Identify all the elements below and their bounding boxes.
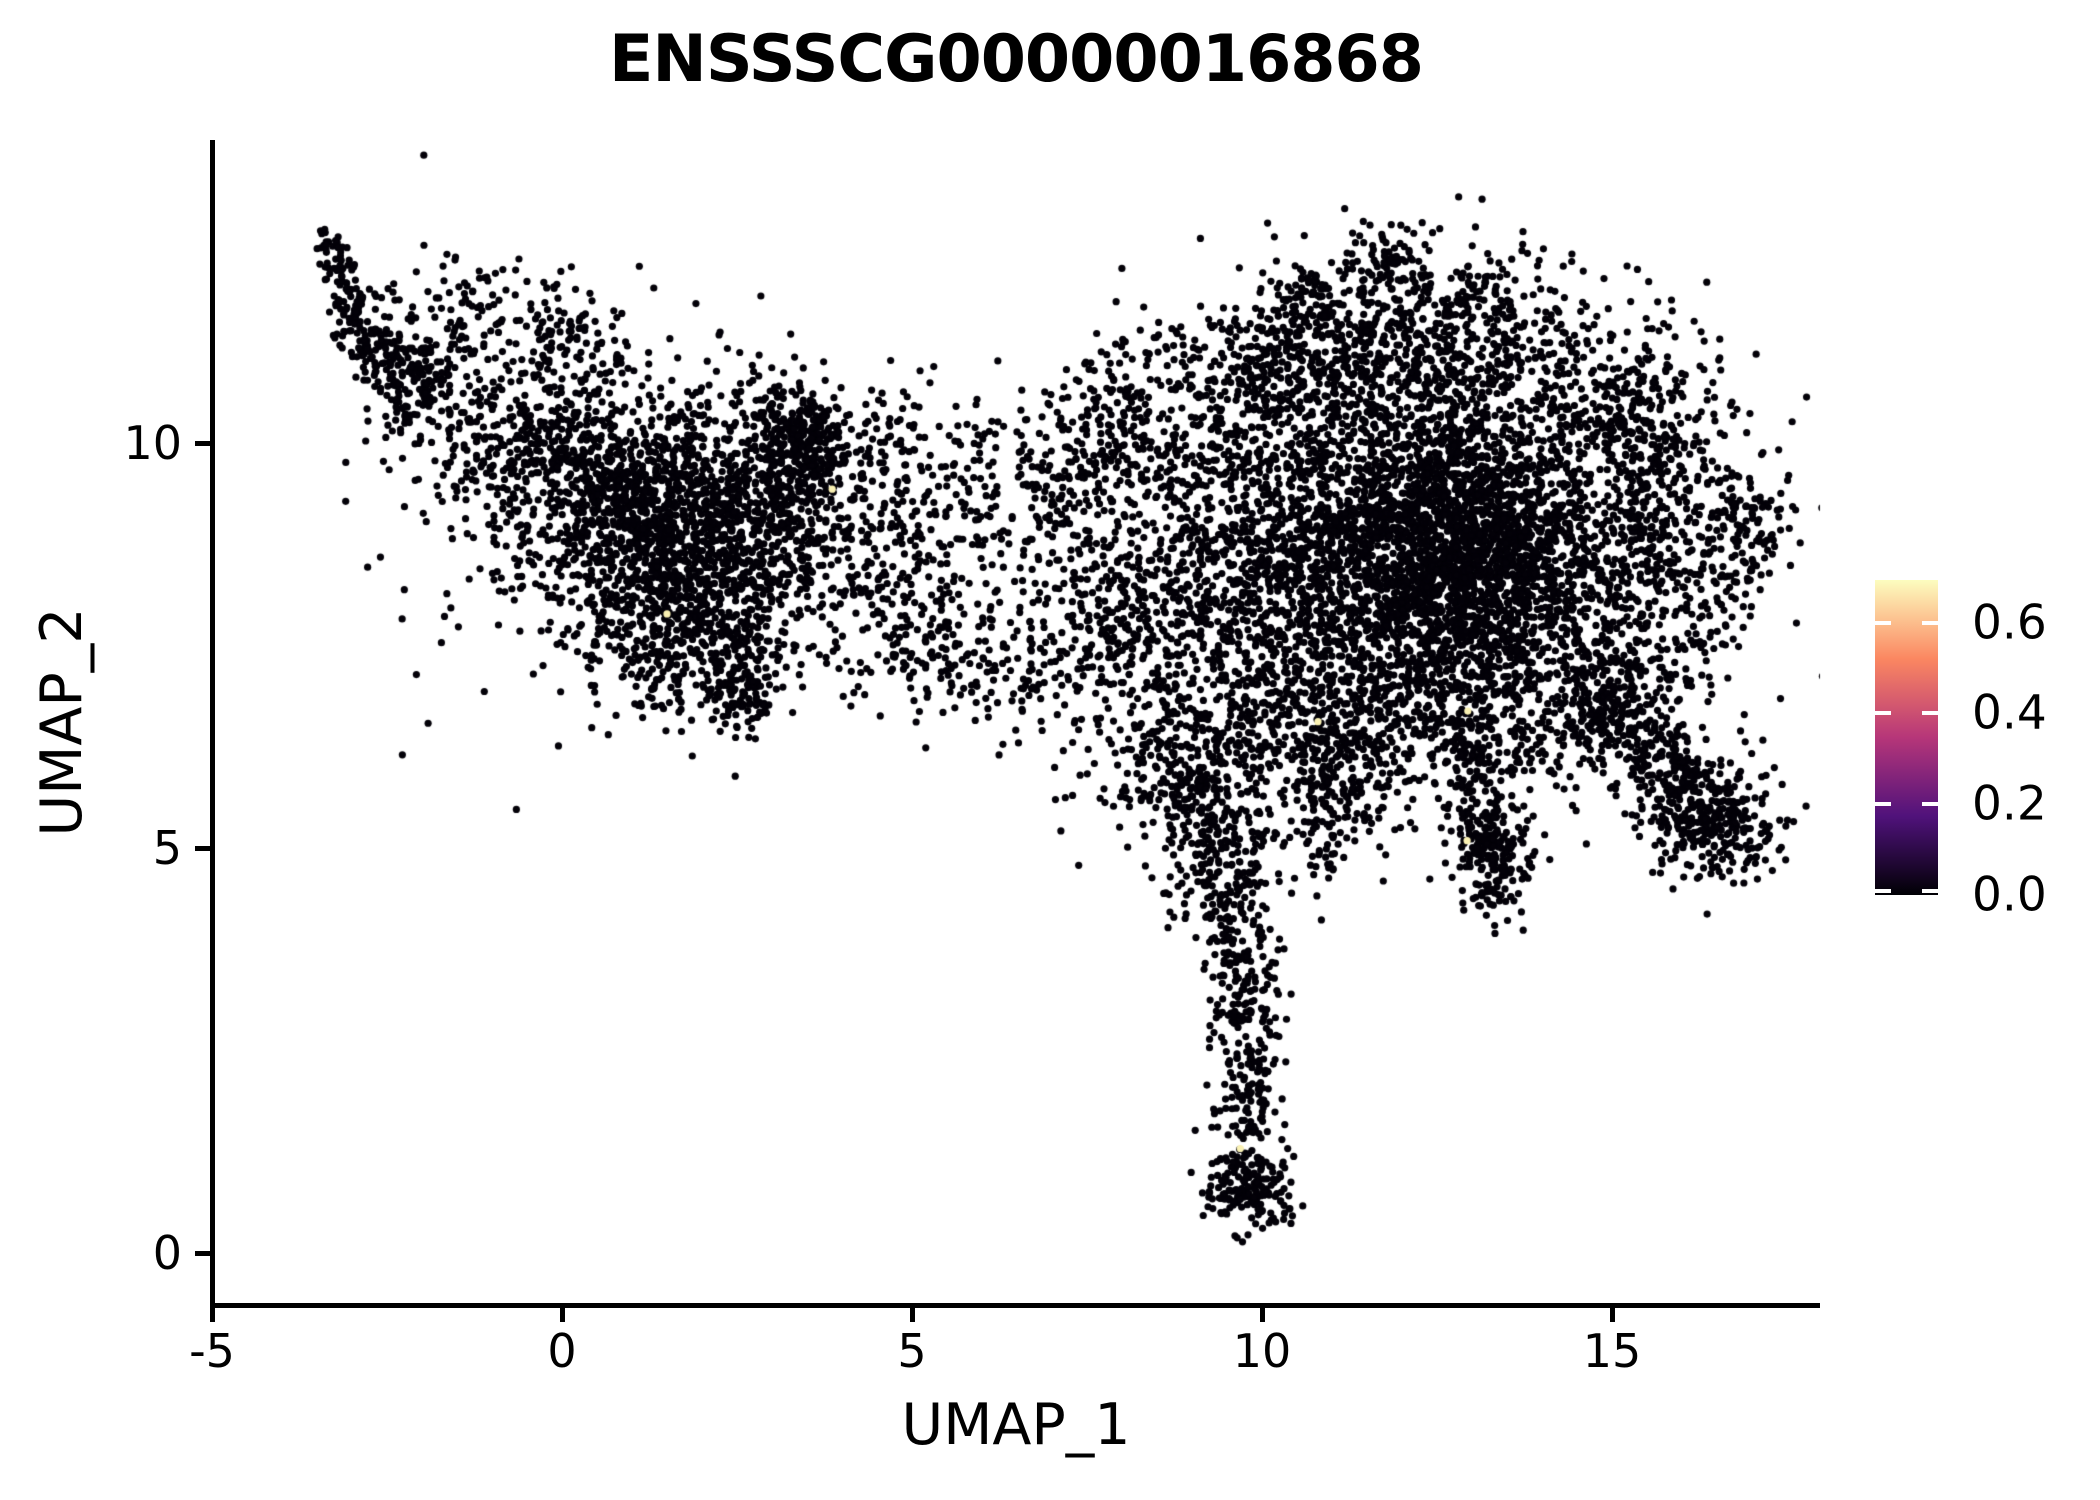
colorbar-notch: [1875, 711, 1891, 716]
colorbar-gradient: [1875, 580, 1938, 895]
x-tick-mark: [209, 1305, 215, 1322]
colorbar-notch: [1922, 802, 1938, 807]
colorbar-label: 0.0: [1972, 867, 2047, 923]
colorbar-label: 0.4: [1972, 685, 2047, 741]
x-tick-mark: [1259, 1305, 1265, 1322]
y-axis-title: UMAP_2: [29, 607, 95, 837]
colorbar-notch: [1922, 889, 1938, 893]
colorbar-label: 0.6: [1972, 595, 2047, 651]
x-tick-mark: [559, 1305, 565, 1322]
y-tick-mark: [195, 440, 212, 446]
colorbar-label: 0.2: [1972, 776, 2047, 832]
y-tick-mark: [195, 845, 212, 851]
colorbar-notch: [1875, 620, 1891, 625]
x-tick-label: -5: [189, 1324, 235, 1378]
x-tick-mark: [909, 1305, 915, 1322]
y-tick-label: 10: [123, 416, 182, 470]
plot-title: ENSSSCG00000016868: [609, 22, 1424, 97]
y-axis-line: [210, 140, 215, 1308]
x-tick-label: 15: [1582, 1324, 1642, 1378]
x-tick-label: 10: [1232, 1324, 1292, 1378]
x-tick-mark: [1609, 1305, 1615, 1322]
colorbar-notch: [1922, 620, 1938, 625]
colorbar-notch: [1875, 802, 1891, 807]
x-axis-title: UMAP_1: [901, 1392, 1131, 1458]
y-tick-label: 5: [152, 821, 182, 875]
colorbar-notch: [1922, 711, 1938, 716]
y-tick-label: 0: [152, 1226, 182, 1280]
y-tick-mark: [195, 1250, 212, 1256]
x-axis-line: [210, 1303, 1820, 1308]
x-tick-label: 5: [897, 1324, 927, 1378]
x-tick-label: 0: [547, 1324, 577, 1378]
colorbar-notch: [1875, 889, 1891, 893]
